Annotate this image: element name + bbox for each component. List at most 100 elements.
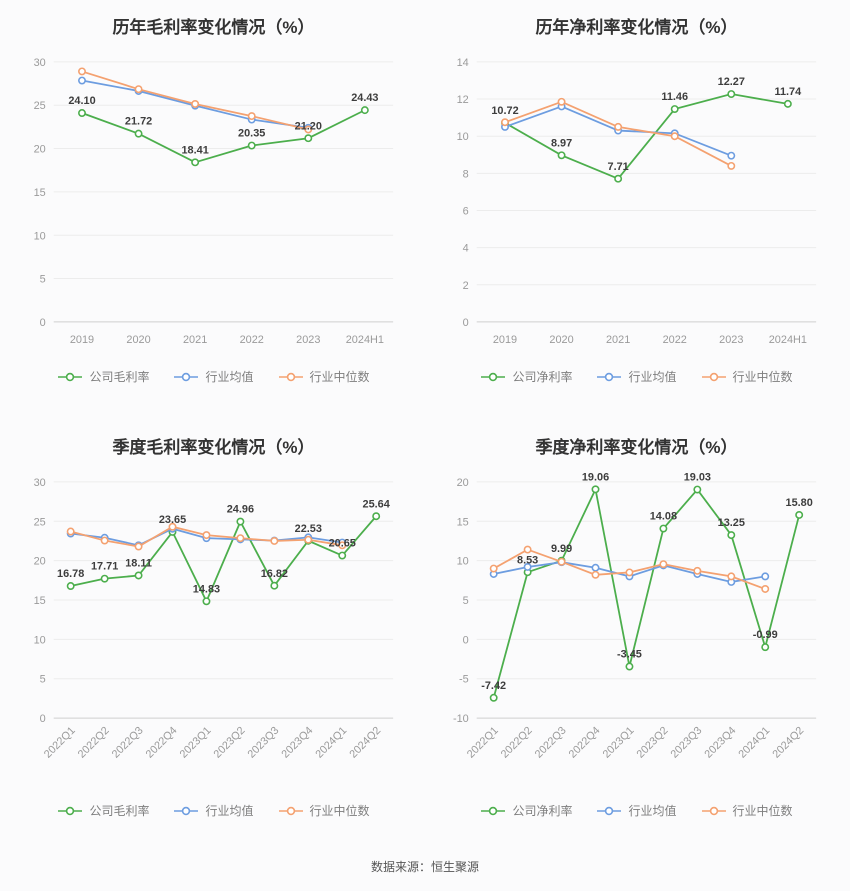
svg-text:10: 10 <box>34 635 46 647</box>
svg-text:0: 0 <box>40 714 46 726</box>
svg-text:2022Q4: 2022Q4 <box>144 725 180 761</box>
svg-text:21.20: 21.20 <box>295 121 322 133</box>
svg-text:5: 5 <box>463 595 469 607</box>
svg-text:2019: 2019 <box>70 334 94 346</box>
data-source-note: 数据来源：恒生聚源 <box>370 860 479 874</box>
svg-text:2023Q1: 2023Q1 <box>178 725 214 761</box>
chart-panel-annual-gross-margin: 历年毛利率变化情况（%） 0 5 10 15 20 25 30 2019 2020 2021 202… <box>12 4 415 410</box>
svg-text:20: 20 <box>34 556 46 568</box>
legend-item-company-net-margin[interactable]: 公司净利率 <box>480 368 572 385</box>
chart-title-annual-gross-margin: 历年毛利率变化情况（%） <box>112 18 315 37</box>
svg-text:-0.99: -0.99 <box>753 630 778 642</box>
svg-text:12.27: 12.27 <box>718 77 745 89</box>
svg-text:2022Q1: 2022Q1 <box>42 725 78 761</box>
svg-text:2020: 2020 <box>549 334 573 346</box>
svg-text:12: 12 <box>457 94 469 106</box>
legend-item-industry-mean[interactable]: 行业均值 <box>596 802 677 819</box>
line-marker-icon <box>701 806 726 815</box>
svg-text:25: 25 <box>34 101 46 113</box>
quarterly-net-margin-chart: -10 -5 0 5 10 15 20 2022Q1 2022Q2 2022Q3 2022Q4 202… <box>437 468 836 788</box>
svg-text:7.71: 7.71 <box>608 161 629 173</box>
legend-item-company-net-margin[interactable]: 公司净利率 <box>480 802 572 819</box>
svg-text:25.64: 25.64 <box>363 499 390 511</box>
legend-item-company-gross-margin[interactable]: 公司毛利率 <box>57 802 149 819</box>
svg-text:-10: -10 <box>453 714 469 726</box>
svg-text:2023Q3: 2023Q3 <box>245 725 281 761</box>
svg-text:2024Q1: 2024Q1 <box>736 725 772 761</box>
legend-item-industry-mean[interactable]: 行业均值 <box>173 368 254 385</box>
legend-item-industry-mean[interactable]: 行业均值 <box>596 368 677 385</box>
annual-net-margin-chart: 0 2 4 6 8 10 12 14 2019 2020 2021 2022 2023 2024H1 10.… <box>437 48 836 354</box>
svg-text:2023: 2023 <box>719 334 743 346</box>
svg-text:2024Q1: 2024Q1 <box>313 725 349 761</box>
svg-text:2022Q3: 2022Q3 <box>533 725 569 761</box>
svg-text:0: 0 <box>40 317 46 329</box>
svg-text:2024H1: 2024H1 <box>769 334 807 346</box>
svg-text:17.71: 17.71 <box>91 561 118 573</box>
svg-text:2022: 2022 <box>663 334 687 346</box>
svg-text:15: 15 <box>457 517 469 529</box>
line-marker-icon <box>58 372 83 381</box>
svg-text:2019: 2019 <box>493 334 517 346</box>
svg-text:20: 20 <box>457 477 469 489</box>
legend-item-industry-median[interactable]: 行业中位数 <box>701 368 793 385</box>
chart-legend: 公司净利率 行业均值 行业中位数 <box>437 368 836 385</box>
legend-item-industry-median[interactable]: 行业中位数 <box>278 368 370 385</box>
line-marker-icon <box>597 372 622 381</box>
legend-item-industry-mean[interactable]: 行业均值 <box>173 802 254 819</box>
svg-text:0: 0 <box>463 635 469 647</box>
svg-text:5: 5 <box>40 274 46 286</box>
svg-text:11.74: 11.74 <box>775 86 802 98</box>
svg-text:2023Q1: 2023Q1 <box>601 725 637 761</box>
svg-text:30: 30 <box>34 477 46 489</box>
svg-text:24.43: 24.43 <box>351 93 378 105</box>
svg-text:2023Q4: 2023Q4 <box>702 725 738 761</box>
legend-label: 行业均值 <box>628 370 677 385</box>
svg-text:15: 15 <box>34 187 46 199</box>
svg-text:2: 2 <box>463 280 469 292</box>
svg-text:2022Q4: 2022Q4 <box>567 725 603 761</box>
svg-text:14: 14 <box>457 57 469 69</box>
line-marker-icon <box>58 806 83 815</box>
svg-text:8.53: 8.53 <box>517 555 538 567</box>
legend-label: 公司净利率 <box>512 370 573 385</box>
svg-text:9.99: 9.99 <box>551 543 572 555</box>
svg-text:25: 25 <box>34 517 46 529</box>
chart-title-quarterly-gross-margin: 季度毛利率变化情况（%） <box>112 438 315 458</box>
legend-label: 行业均值 <box>205 804 254 819</box>
svg-text:20: 20 <box>34 144 46 156</box>
svg-text:21.72: 21.72 <box>125 116 152 128</box>
legend-label: 行业均值 <box>628 804 677 819</box>
line-marker-icon <box>701 372 726 381</box>
legend-item-industry-median[interactable]: 行业中位数 <box>701 802 793 819</box>
svg-text:8.97: 8.97 <box>551 138 572 150</box>
svg-text:6: 6 <box>463 206 469 218</box>
svg-text:13.25: 13.25 <box>718 518 745 530</box>
svg-text:4: 4 <box>463 243 469 255</box>
chart-legend: 公司净利率 行业均值 行业中位数 <box>437 802 836 819</box>
charts-grid: 历年毛利率变化情况（%） 0 5 10 15 20 25 30 2019 2020 2021 202… <box>12 4 838 844</box>
svg-text:2023Q3: 2023Q3 <box>668 725 704 761</box>
line-marker-icon <box>174 372 199 381</box>
svg-text:2022Q2: 2022Q2 <box>499 725 535 761</box>
chart-panel-quarterly-net-margin: 季度净利率变化情况（%） -10 -5 0 5 10 15 20 2022Q1 2022Q2 20… <box>435 424 838 844</box>
svg-text:10: 10 <box>457 556 469 568</box>
svg-text:8: 8 <box>463 169 469 181</box>
svg-text:20.65: 20.65 <box>329 538 356 550</box>
legend-item-industry-median[interactable]: 行业中位数 <box>278 802 370 819</box>
legend-item-company-gross-margin[interactable]: 公司毛利率 <box>57 368 149 385</box>
svg-text:0: 0 <box>463 317 469 329</box>
svg-text:16.82: 16.82 <box>261 568 288 580</box>
line-marker-icon <box>278 372 303 381</box>
svg-text:-7.42: -7.42 <box>481 680 506 692</box>
svg-text:2022Q1: 2022Q1 <box>465 725 501 761</box>
svg-text:2022Q2: 2022Q2 <box>76 725 112 761</box>
svg-text:22.53: 22.53 <box>295 523 322 535</box>
svg-text:15: 15 <box>34 595 46 607</box>
svg-text:2023Q4: 2023Q4 <box>279 725 315 761</box>
line-marker-icon <box>278 806 303 815</box>
svg-text:19.03: 19.03 <box>684 472 711 484</box>
svg-text:2021: 2021 <box>606 334 630 346</box>
svg-text:18.11: 18.11 <box>125 558 152 570</box>
